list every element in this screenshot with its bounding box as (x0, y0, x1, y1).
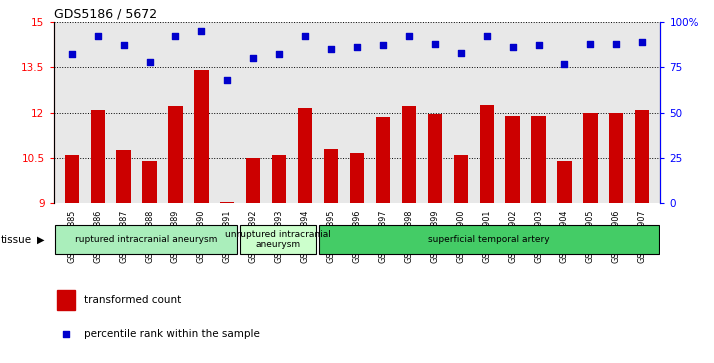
Bar (220, 202, 234, 203)
Text: tissue: tissue (1, 234, 32, 245)
Bar (194, 70, 208, 203)
Point (403, 33, 415, 39)
Bar (531, 115, 545, 203)
Bar (635, 110, 650, 203)
Bar (453, 155, 468, 203)
Point (170, 33, 181, 39)
Point (60, 331, 71, 337)
Text: ruptured intracranial aneurysm: ruptured intracranial aneurysm (75, 235, 217, 244)
Text: GDS5186 / 5672: GDS5186 / 5672 (54, 8, 156, 21)
Point (610, 41, 622, 46)
Point (326, 46, 337, 52)
Point (481, 33, 493, 39)
Bar (272, 155, 286, 203)
Text: superficial temporal artery: superficial temporal artery (428, 235, 550, 244)
Point (429, 41, 441, 46)
Bar (56, 290, 75, 310)
Point (455, 50, 466, 56)
Bar (402, 106, 416, 203)
Bar (169, 106, 183, 203)
Text: ▶: ▶ (37, 234, 45, 245)
Bar (55, 225, 237, 254)
Point (299, 33, 311, 39)
Bar (583, 113, 598, 203)
Bar (506, 115, 520, 203)
Point (196, 28, 207, 34)
Bar (116, 150, 131, 203)
Point (559, 61, 570, 66)
Point (351, 44, 363, 50)
Point (118, 42, 129, 48)
Point (637, 39, 648, 45)
Bar (91, 110, 105, 203)
Point (377, 42, 388, 48)
Point (585, 41, 596, 46)
Bar (324, 149, 338, 203)
Point (144, 59, 155, 65)
Bar (142, 161, 156, 203)
Bar (376, 117, 390, 203)
Point (221, 77, 233, 83)
Point (507, 44, 518, 50)
Bar (246, 158, 261, 203)
Bar (240, 225, 316, 254)
Bar (350, 153, 364, 203)
Point (92, 33, 104, 39)
Bar (428, 114, 442, 203)
Bar (64, 155, 79, 203)
Point (273, 52, 285, 57)
Text: unruptured intracranial
aneurysm: unruptured intracranial aneurysm (225, 230, 331, 249)
Bar (298, 108, 312, 203)
Point (66, 52, 77, 57)
Point (248, 55, 259, 61)
Bar (558, 161, 572, 203)
Bar (318, 225, 659, 254)
Bar (609, 113, 623, 203)
Text: percentile rank within the sample: percentile rank within the sample (84, 329, 260, 339)
Point (533, 42, 544, 48)
Bar (480, 105, 494, 203)
Text: transformed count: transformed count (84, 295, 181, 305)
